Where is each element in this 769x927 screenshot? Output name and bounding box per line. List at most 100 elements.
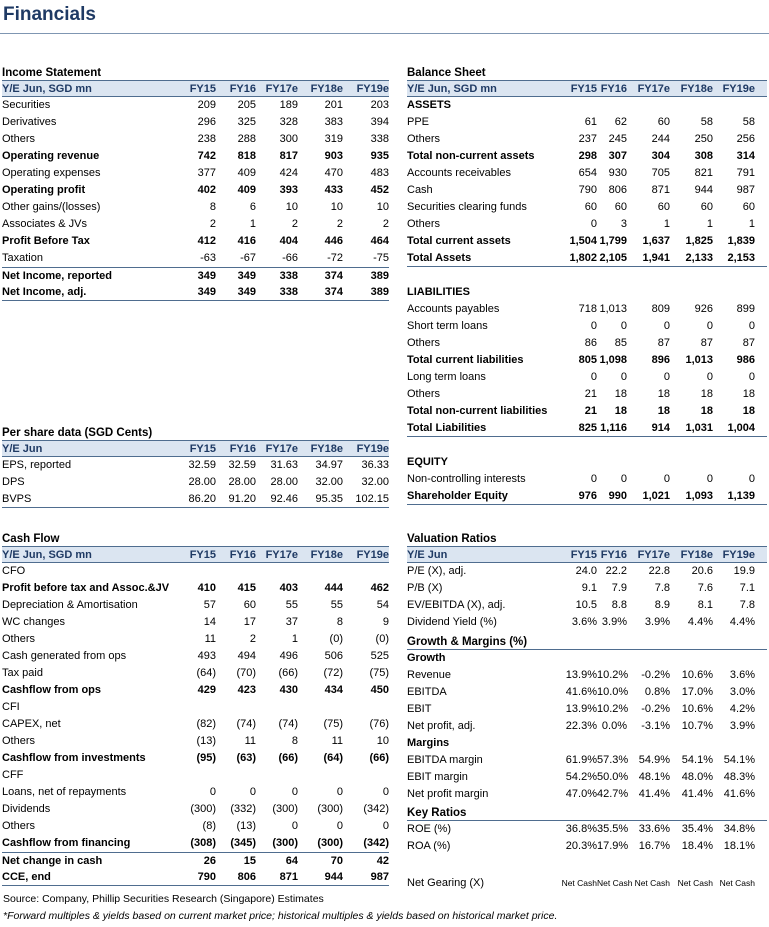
cell-value: 3.9% (729, 720, 755, 732)
table-row-roe: ROE (%) 36.8% 35.5% 33.6% 35.4% 34.8% (407, 821, 767, 838)
header-year: FY18e (680, 549, 713, 561)
cell-value: 806 (237, 871, 256, 883)
section-title: Growth & Margins (%) (407, 634, 767, 650)
cell-value (554, 267, 597, 284)
table-row-non-controlling-interests: Non-controlling interests 0 0 0 0 0 (407, 471, 767, 488)
row-label: LIABILITIES (407, 286, 470, 298)
cash-flow-table: Cash Flow Y/E Jun, SGD mn FY15 FY16 FY17e FY1… (2, 532, 389, 886)
cell-value: 9.1 (581, 582, 597, 594)
cell-value: 790 (197, 871, 216, 883)
cell-value: 15 (243, 855, 256, 867)
cell-value: (66) (278, 667, 298, 679)
cell-value: 446 (324, 235, 343, 247)
row-label: Cashflow from ops (2, 684, 102, 696)
cell-value: 8.8 (611, 599, 627, 611)
cell-value (177, 767, 216, 784)
cell-value: 705 (651, 167, 670, 179)
table-row-derivatives: Derivatives 296 325 328 383 394 (2, 114, 389, 131)
cell-value: 1,013 (599, 303, 627, 315)
row-label: P/E (X), adj. (407, 565, 467, 577)
cell-value (216, 563, 256, 580)
table-row-cce-end: CCE, end 790 806 871 944 987 (2, 869, 389, 886)
cell-value: 34.97 (315, 459, 343, 471)
table-row-others: Others 238 288 300 319 338 (2, 131, 389, 148)
cell-value: 338 (370, 133, 389, 145)
row-label: PPE (407, 116, 430, 128)
cell-value: 237 (578, 133, 597, 145)
row-label: ROA (%) (407, 840, 451, 852)
cell-value (670, 267, 713, 284)
cell-value: Net Cash (561, 878, 597, 888)
section-title: Balance Sheet (407, 67, 486, 79)
cell-value: (95) (196, 752, 216, 764)
cell-value: (66) (278, 752, 298, 764)
cell-value: (342) (363, 837, 389, 849)
cell-value: 404 (279, 235, 298, 247)
cell-value (554, 284, 597, 301)
cell-value: 32.00 (315, 476, 343, 488)
cell-value: 0 (590, 218, 597, 230)
cell-value: 1,802 (569, 252, 597, 264)
cell-value: Net Cash (719, 878, 755, 888)
row-label: Derivatives (2, 116, 57, 128)
cell-value: (300) (272, 837, 298, 849)
cell-value: 896 (651, 354, 670, 366)
cell-value: 55 (285, 599, 298, 611)
table-row-net-income-adj: Net Income, adj. 349 349 338 374 389 (2, 284, 389, 301)
cell-value: 17 (243, 616, 256, 628)
cell-value: 10.6% (681, 669, 713, 681)
row-label: ROE (%) (407, 823, 451, 835)
cell-value: 0 (620, 320, 627, 332)
table-row-dps: DPS 28.00 28.00 28.00 32.00 32.00 (2, 474, 389, 491)
table-row-net-profit-margin: Net profit margin 47.0% 42.7% 41.4% 41.4% 41.… (407, 786, 767, 803)
cell-value: 389 (370, 270, 389, 282)
cell-value: (72) (323, 667, 343, 679)
cell-value: 86 (584, 337, 597, 349)
cell-value: 0 (748, 320, 755, 332)
cell-value: 209 (197, 99, 216, 111)
table-row-taxation: Taxation -63 -67 -66 -72 -75 (2, 250, 389, 267)
table-row-ebit: EBIT 13.9% 10.2% -0.2% 10.6% 4.2% (407, 701, 767, 718)
cell-value: 718 (578, 303, 597, 315)
cell-value: (13) (236, 820, 256, 832)
row-label: Net Income, reported (2, 270, 113, 282)
row-label: Profit Before Tax (2, 235, 90, 247)
cell-value: (342) (363, 803, 389, 815)
cell-value: 18 (657, 388, 670, 400)
key-ratios-table: Key Ratios ROE (%) 36.8% 35.5% 33.6% 35.4% 34.… (407, 805, 767, 855)
cell-value: 61.9% (565, 754, 597, 766)
table-row-revenue: Revenue 13.9% 10.2% -0.2% 10.6% 3.6% (407, 667, 767, 684)
header-label: Y/E Jun, SGD mn (2, 83, 92, 95)
cell-value: -63 (200, 252, 216, 264)
cell-value: 393 (279, 184, 298, 196)
cell-value: 1,031 (685, 422, 713, 434)
cell-value (627, 437, 670, 454)
row-label: ASSETS (407, 99, 452, 111)
cell-value: 11 (331, 735, 343, 747)
cell-value: 308 (694, 150, 713, 162)
cell-value (597, 650, 627, 667)
cell-value: 2 (209, 218, 216, 230)
row-label: EBITDA margin (407, 754, 483, 766)
cell-value: 1,637 (642, 235, 670, 247)
growth-margins-table: Growth & Margins (%) Growth Revenue 13.9% 10… (407, 634, 767, 803)
cell-value: 1,504 (569, 235, 597, 247)
cell-value: 899 (736, 303, 755, 315)
cell-value: 496 (279, 650, 298, 662)
cell-value: 821 (694, 167, 713, 179)
cell-value: 2 (336, 218, 343, 230)
cell-value: 20.3% (565, 840, 597, 852)
cell-value: (75) (323, 718, 343, 730)
cell-value: 349 (237, 270, 256, 282)
cell-value: 36.33 (361, 459, 389, 471)
cell-value: 16.7% (638, 840, 670, 852)
cell-value (627, 650, 670, 667)
cell-value: 2 (249, 633, 256, 645)
cell-value: 19.9 (733, 565, 755, 577)
cell-value: 60 (700, 201, 713, 213)
cell-value: 926 (694, 303, 713, 315)
cell-value: 1,021 (642, 490, 670, 502)
cell-value: 91.20 (228, 493, 256, 505)
cell-value: 60 (614, 201, 627, 213)
cell-value: 205 (237, 99, 256, 111)
